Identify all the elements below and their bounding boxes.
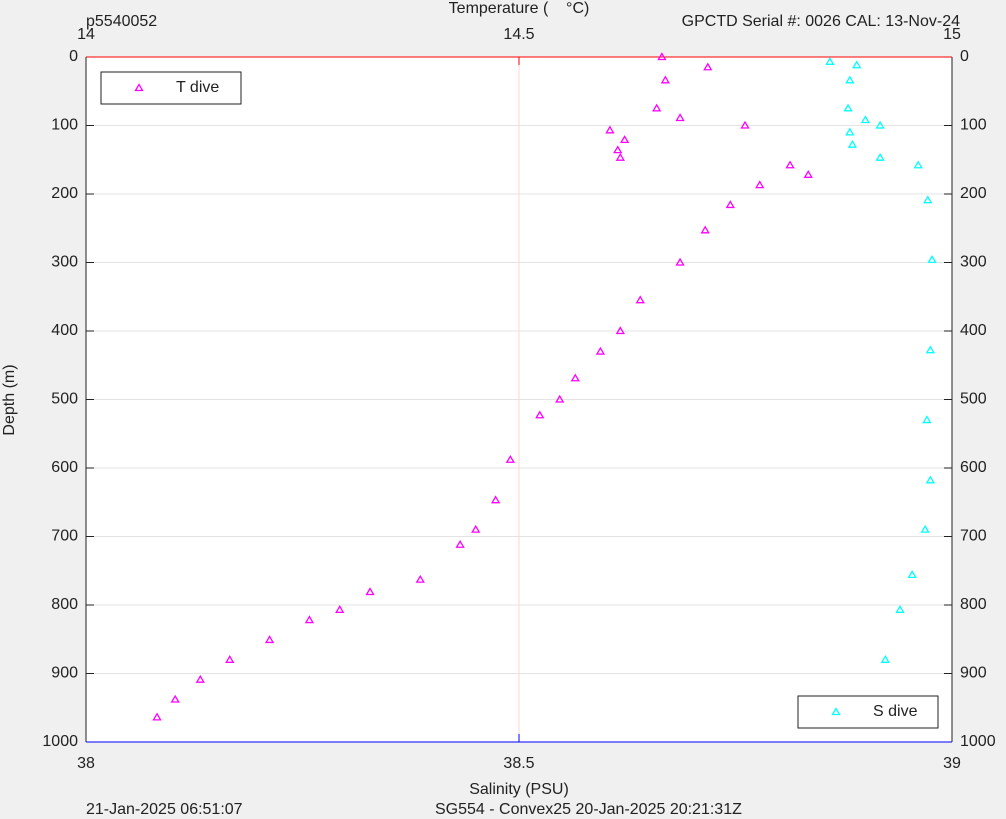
y-tick-label: 500 (960, 391, 987, 408)
y-tick-label: 500 (51, 391, 78, 408)
point (615, 326, 625, 335)
x2-tick-label: 14.5 (503, 26, 534, 43)
point (304, 615, 315, 624)
point (170, 694, 180, 703)
point (875, 120, 885, 129)
legend-label: T dive (176, 79, 219, 96)
point (505, 454, 515, 463)
x-tick-label: 38.5 (503, 755, 534, 772)
point (740, 120, 750, 129)
y-tick-label: 200 (960, 185, 987, 202)
point (455, 539, 465, 548)
point (535, 410, 545, 419)
point (652, 103, 662, 112)
footer-center: SG554 - Convex25 20-Jan-2025 20:21:31Z (435, 801, 742, 818)
point (860, 115, 871, 124)
point (195, 674, 205, 683)
legend: T dive (100, 71, 242, 105)
point (675, 257, 685, 266)
title-right: GPCTD Serial #: 0026 CAL: 13-Nov-24 (682, 13, 960, 30)
point (785, 160, 795, 169)
x-axis-label: Salinity (PSU) (469, 781, 569, 798)
x2-axis-label: Temperature ( °C) (449, 0, 590, 17)
point (415, 574, 425, 583)
point (927, 254, 937, 263)
point (264, 635, 275, 644)
y-tick-label: 400 (51, 322, 78, 339)
point (570, 373, 580, 382)
point (880, 655, 890, 663)
point (635, 295, 645, 304)
point (923, 195, 933, 204)
point (605, 125, 615, 134)
y-tick-label: 800 (960, 596, 987, 613)
y-tick-label: 600 (51, 459, 78, 476)
x-tick-label: 39 (943, 755, 961, 772)
y-tick-label: 200 (51, 185, 78, 202)
y-tick-label: 1000 (960, 733, 996, 750)
legend-label: S dive (873, 703, 918, 720)
point (907, 570, 917, 579)
x2-tick-label: 14 (77, 26, 95, 43)
point (613, 145, 623, 154)
point (615, 152, 625, 161)
y-tick-label: 100 (51, 117, 78, 134)
y-tick-label: 700 (51, 528, 78, 545)
point (843, 103, 853, 112)
point (225, 655, 235, 663)
point (595, 346, 606, 355)
point (845, 127, 855, 136)
point (555, 394, 565, 403)
point (847, 139, 858, 148)
point (875, 152, 885, 161)
point (620, 135, 630, 144)
footer-left: 21-Jan-2025 06:51:07 (86, 801, 243, 818)
point (845, 75, 855, 84)
point (725, 200, 735, 209)
point (895, 605, 905, 613)
y-tick-label: 900 (960, 665, 987, 682)
y-tick-label: 800 (51, 596, 78, 613)
point (703, 62, 713, 71)
point (913, 160, 923, 169)
legend: S dive (797, 695, 939, 729)
title-left: p5540052 (86, 13, 157, 30)
legend-box (797, 695, 939, 729)
y-tick-label: 0 (69, 48, 78, 65)
y-axis-label: Depth (m) (1, 364, 18, 435)
legend-marker (134, 83, 144, 92)
point (700, 225, 710, 234)
y-tick-label: 400 (960, 322, 987, 339)
point (335, 605, 345, 613)
x-tick-label: 38 (77, 755, 95, 772)
y-tick-label: 600 (960, 459, 987, 476)
y-tick-label: 300 (960, 254, 987, 271)
point (852, 60, 862, 69)
point (471, 524, 481, 533)
point (490, 495, 501, 504)
point (660, 75, 670, 84)
point (657, 52, 667, 61)
point (755, 180, 765, 189)
point (920, 524, 930, 533)
y-tick-label: 1000 (42, 733, 78, 750)
point (365, 587, 375, 596)
legend-box (100, 71, 242, 105)
legend-marker (831, 707, 841, 716)
y-tick-label: 300 (51, 254, 78, 271)
y-tick-label: 100 (960, 117, 987, 134)
y-tick-label: 900 (51, 665, 78, 682)
point (922, 415, 932, 424)
x2-tick-label: 15 (943, 26, 961, 43)
point (825, 57, 835, 65)
y-tick-label: 0 (960, 48, 969, 65)
point (925, 345, 935, 354)
point (152, 712, 162, 721)
point (675, 113, 685, 122)
point (803, 170, 813, 178)
point (925, 475, 935, 484)
y-tick-label: 700 (960, 528, 987, 545)
